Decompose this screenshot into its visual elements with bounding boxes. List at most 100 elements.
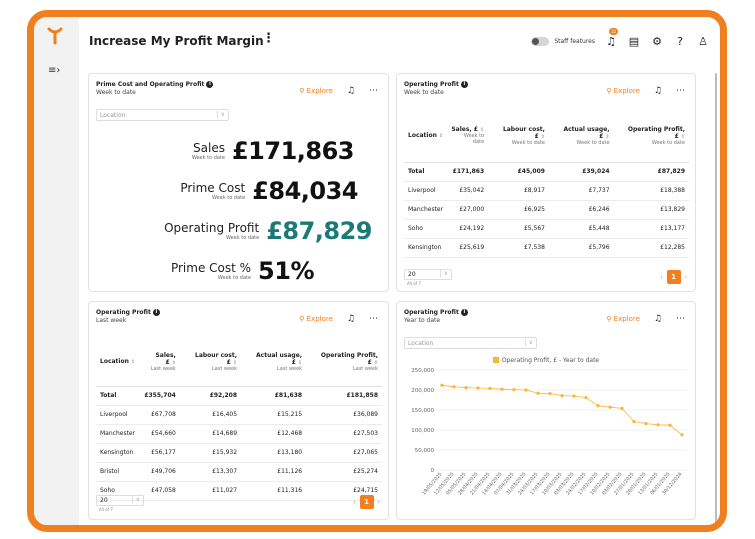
table-cell: £14,689: [179, 424, 242, 444]
table-row[interactable]: Liverpool £67,708 £16,405 £15,215 £36,089: [96, 405, 382, 425]
location-select[interactable]: Location ∨: [404, 337, 537, 349]
explore-button[interactable]: ⚲ Explore: [606, 87, 640, 95]
next-page-icon[interactable]: ›: [377, 498, 380, 506]
card-subtitle: Week to date: [404, 89, 444, 96]
data-point: [500, 387, 504, 391]
column-header[interactable]: Operating Profit, £ ⇕ Last week: [306, 338, 382, 387]
info-icon[interactable]: i: [206, 81, 214, 88]
sort-icon[interactable]: ⇕: [130, 359, 136, 366]
sort-icon[interactable]: ⇕: [171, 359, 176, 366]
document-icon[interactable]: ▤: [628, 34, 640, 48]
column-header[interactable]: Operating Profit, £ ⇕ Week to date: [613, 110, 689, 163]
table-row[interactable]: Kensington £56,177 £15,932 £13,180 £27,065: [96, 443, 382, 463]
alert-bell-icon[interactable]: ♫: [346, 314, 355, 324]
notifications-bell-icon[interactable]: ♫ 32: [606, 27, 619, 48]
explore-button[interactable]: ⚲ Explore: [299, 315, 333, 323]
column-header[interactable]: Location ⇕: [404, 110, 448, 163]
column-header[interactable]: Location ⇕: [96, 338, 140, 387]
table-row[interactable]: Total £171,863 £45,009 £39,024 £87,829: [404, 162, 689, 182]
alert-bell-icon[interactable]: ♫: [653, 86, 662, 96]
card-subtitle: Year to date: [404, 317, 441, 324]
table-cell: £47,058: [139, 481, 180, 501]
kpi-value: £87,829: [266, 217, 372, 245]
sort-icon[interactable]: ⇕: [479, 127, 485, 134]
data-point: [548, 392, 552, 396]
help-icon[interactable]: ?: [677, 34, 683, 48]
card-title: Operating Profit: [96, 309, 151, 316]
prev-page-icon[interactable]: ‹: [353, 498, 356, 506]
staff-features-toggle[interactable]: [531, 36, 550, 46]
sort-icon[interactable]: ⇕: [373, 359, 378, 366]
explore-button[interactable]: ⚲ Explore: [606, 315, 640, 323]
table-row[interactable]: Manchester £54,660 £14,689 £12,468 £27,503: [96, 424, 382, 444]
column-header[interactable]: Actual usage, £ ⇕ Week to date: [548, 110, 614, 163]
column-label: Sales, £: [451, 126, 478, 134]
data-point: [656, 423, 660, 427]
page-size-select[interactable]: 20 ∨: [404, 269, 452, 280]
kpi-value: 51%: [258, 257, 314, 285]
page-header: Increase My Profit Margin ⋮ Staff featur…: [79, 17, 720, 63]
column-header[interactable]: Actual usage, £ ⇕ Last week: [241, 338, 307, 387]
table-row[interactable]: Soho £24,192 £5,567 £5,448 £13,177: [404, 219, 689, 239]
operating-profit-lw-card: Operating Profit i Last week ⚲ Explore ♫ …: [88, 301, 389, 520]
column-header[interactable]: Sales, £ ⇕ Week to date: [447, 110, 489, 163]
table-row[interactable]: Bristol £49,706 £13,307 £11,126 £25,274: [96, 462, 382, 482]
card-subtitle: Last week: [96, 317, 127, 324]
page-number-button[interactable]: 1: [666, 270, 681, 284]
info-icon[interactable]: i: [460, 81, 468, 88]
column-header[interactable]: Sales, £ ⇕ Last week: [139, 338, 180, 387]
sort-icon[interactable]: ⇕: [540, 133, 545, 140]
sort-icon[interactable]: ⇕: [297, 359, 303, 366]
page-number-button[interactable]: 1: [359, 495, 374, 509]
prev-page-icon[interactable]: ‹: [660, 273, 663, 281]
table-cell: £24,192: [447, 219, 489, 239]
data-point: [452, 385, 456, 389]
table-row[interactable]: Kensington £25,619 £7,538 £5,796 £12,285: [404, 238, 689, 258]
column-subtitle: Week to date: [576, 139, 610, 146]
chevron-down-icon: ∨: [439, 270, 448, 277]
alert-bell-icon[interactable]: ♫: [346, 86, 355, 96]
title-menu-icon[interactable]: ⋮: [262, 31, 275, 46]
data-point: [560, 394, 564, 398]
kpi-sub: Week to date: [226, 235, 260, 241]
brand-logo-icon[interactable]: [47, 27, 63, 45]
info-icon[interactable]: i: [460, 309, 468, 316]
sort-icon[interactable]: ⇕: [438, 133, 444, 140]
table-row[interactable]: Manchester £27,000 £6,925 £6,246 £13,829: [404, 200, 689, 220]
expand-sidebar-icon[interactable]: ≡›: [48, 65, 61, 76]
sort-icon[interactable]: ⇕: [680, 133, 685, 140]
location-select[interactable]: Location ∨: [96, 109, 229, 121]
sort-icon[interactable]: ⇕: [232, 359, 238, 366]
staff-features-label: Staff features: [554, 37, 595, 45]
column-header[interactable]: Labour cost, £ ⇕ Week to date: [488, 110, 549, 163]
table-cell: £12,285: [613, 238, 689, 258]
more-options-icon[interactable]: ⋯: [369, 314, 378, 324]
more-options-icon[interactable]: ⋯: [676, 86, 685, 96]
chevron-down-icon: ∨: [131, 496, 140, 503]
next-page-icon[interactable]: ›: [684, 273, 687, 281]
user-profile-icon[interactable]: ♙: [698, 34, 708, 48]
operating-profit-ytd-card: Operating Profit i Year to date ⚲ Explore…: [396, 301, 696, 520]
table-cell: £12,468: [241, 424, 307, 444]
table-row[interactable]: Total £355,704 £92,208 £81,638 £181,858: [96, 386, 382, 406]
page-size-select[interactable]: 20 ∨: [96, 495, 144, 506]
table-row[interactable]: Soho £47,058 £11,027 £11,316 £24,715: [96, 481, 382, 501]
more-options-icon[interactable]: ⋯: [676, 314, 685, 324]
y-tick-label: 200,000: [411, 388, 434, 394]
alert-bell-icon[interactable]: ♫: [653, 314, 662, 324]
table-cell: £25,619: [447, 238, 489, 258]
explore-button[interactable]: ⚲ Explore: [299, 87, 333, 95]
page-note: All of 7: [99, 507, 113, 512]
table-cell: £67,708: [139, 405, 180, 425]
settings-gear-icon[interactable]: ⚙: [652, 34, 662, 48]
location-placeholder: Location: [100, 112, 126, 119]
more-options-icon[interactable]: ⋯: [369, 86, 378, 96]
table-row[interactable]: Liverpool £35,042 £8,917 £7,737 £18,388: [404, 181, 689, 201]
sort-icon[interactable]: ⇕: [605, 133, 610, 140]
info-icon[interactable]: i: [152, 309, 160, 316]
column-header[interactable]: Labour cost, £ ⇕ Last week: [179, 338, 242, 387]
table-cell: £13,180: [241, 443, 307, 463]
search-icon: ⚲: [299, 87, 307, 95]
operating-profit-wtd-table: Location ⇕ Sales, £ ⇕ Week to date Labour cos…: [404, 110, 689, 258]
page-scrollbar[interactable]: [715, 73, 717, 523]
